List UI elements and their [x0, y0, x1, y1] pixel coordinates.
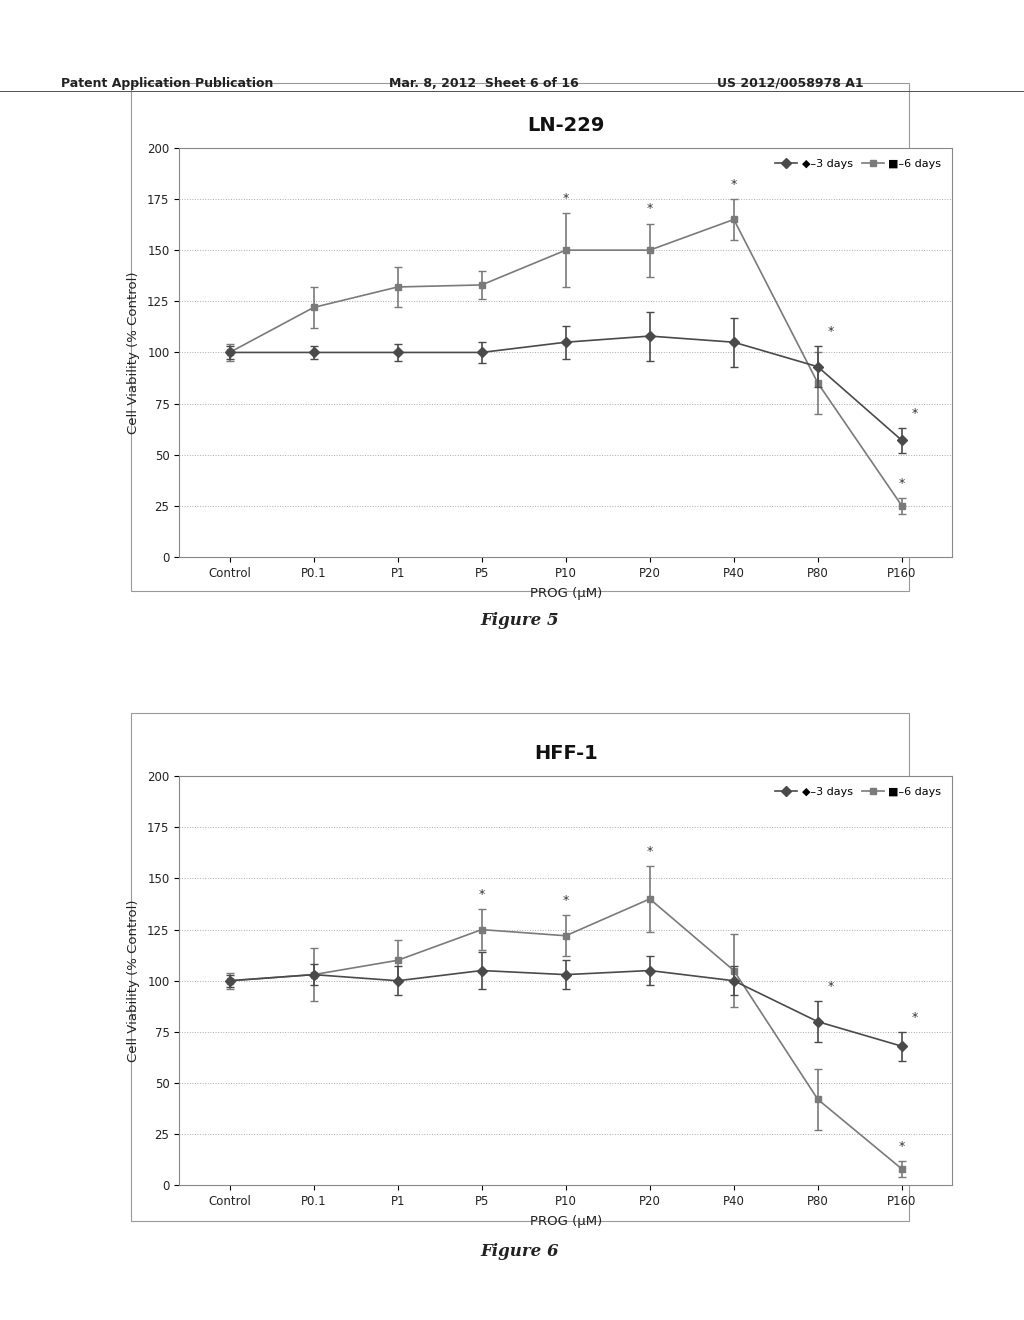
Text: *: *	[899, 1139, 905, 1152]
Title: LN-229: LN-229	[527, 116, 604, 135]
Text: *: *	[478, 888, 484, 902]
Text: *: *	[647, 845, 653, 858]
Text: *: *	[647, 202, 653, 215]
Text: *: *	[899, 477, 905, 490]
Text: Patent Application Publication: Patent Application Publication	[61, 77, 273, 90]
Text: *: *	[827, 325, 834, 338]
Y-axis label: Cell Viability (% Control): Cell Viability (% Control)	[127, 271, 140, 434]
Legend: ◆–3 days, ■–6 days: ◆–3 days, ■–6 days	[769, 781, 947, 803]
Y-axis label: Cell Viability (% Control): Cell Viability (% Control)	[127, 899, 140, 1063]
Legend: ◆–3 days, ■–6 days: ◆–3 days, ■–6 days	[769, 153, 947, 174]
Title: HFF-1: HFF-1	[534, 744, 598, 763]
Text: *: *	[827, 979, 834, 993]
Text: *: *	[911, 1011, 918, 1024]
Text: US 2012/0058978 A1: US 2012/0058978 A1	[717, 77, 863, 90]
Text: Figure 6: Figure 6	[481, 1243, 559, 1261]
Text: *: *	[562, 894, 569, 907]
Text: Mar. 8, 2012  Sheet 6 of 16: Mar. 8, 2012 Sheet 6 of 16	[389, 77, 579, 90]
X-axis label: PROG (μM): PROG (μM)	[529, 1214, 602, 1228]
X-axis label: PROG (μM): PROG (μM)	[529, 586, 602, 599]
Text: Figure 5: Figure 5	[481, 612, 559, 630]
Text: *: *	[911, 407, 918, 420]
Text: *: *	[731, 178, 737, 191]
Text: *: *	[562, 193, 569, 205]
